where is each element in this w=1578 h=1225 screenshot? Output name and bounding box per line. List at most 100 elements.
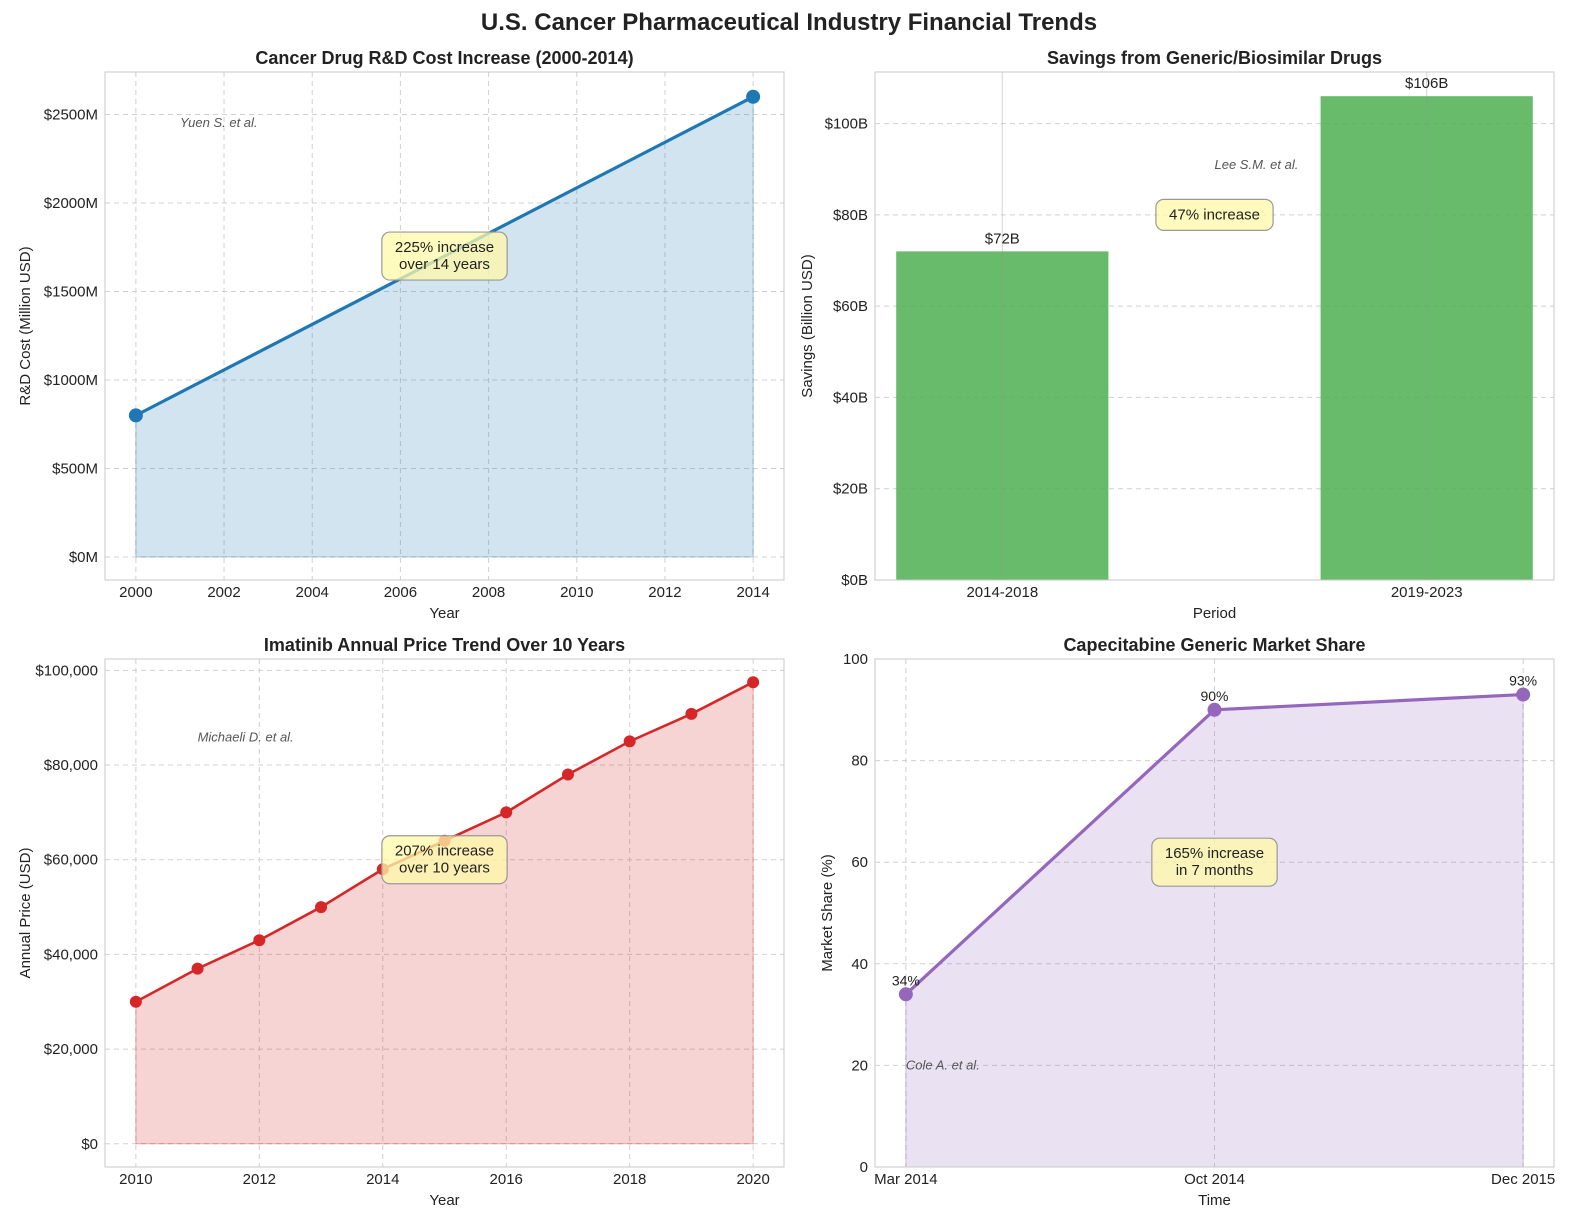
x-tick-label: Dec 2015 — [1491, 1171, 1555, 1188]
y-axis-label: Market Share (%) — [819, 854, 836, 972]
y-tick-label: $0 — [81, 1136, 98, 1153]
figure-title: U.S. Cancer Pharmaceutical Industry Fina… — [481, 9, 1097, 36]
data-point — [128, 408, 143, 423]
y-tick-label: $0M — [69, 549, 98, 566]
panel-rd-cost: Cancer Drug R&D Cost Increase (2000-2014… — [17, 48, 785, 622]
data-point — [129, 995, 142, 1008]
point-value-label: 93% — [1509, 673, 1537, 689]
x-axis-label: Year — [429, 1192, 459, 1209]
annotation-box — [1151, 837, 1278, 887]
annotation-box — [381, 231, 508, 281]
x-tick-label: 2014 — [366, 1171, 399, 1188]
point-value-label: 90% — [1200, 688, 1228, 704]
citation: Yuen S. et al. — [180, 115, 258, 130]
y-tick-label: 100 — [843, 651, 868, 668]
x-tick-label: 2008 — [472, 584, 505, 601]
data-point — [898, 987, 913, 1002]
x-tick-label: 2000 — [119, 584, 152, 601]
annotation-text: 47% increase — [1169, 206, 1260, 223]
annotation-text: 225% increase — [395, 239, 494, 256]
y-tick-label: $40,000 — [44, 946, 98, 963]
x-tick-label: 2014-2018 — [966, 584, 1038, 601]
x-tick-label: 2012 — [243, 1171, 276, 1188]
citation: Lee S.M. et al. — [1215, 157, 1299, 172]
y-tick-label: $60,000 — [44, 852, 98, 869]
y-tick-label: $80B — [833, 207, 868, 224]
x-tick-label: 2019-2023 — [1391, 584, 1463, 601]
y-tick-label: $60B — [833, 298, 868, 315]
data-point — [561, 768, 574, 781]
annotation-text: 207% increase — [395, 843, 494, 860]
x-tick-label: 2012 — [648, 584, 681, 601]
x-tick-label: 2018 — [613, 1171, 646, 1188]
y-tick-label: $2000M — [44, 195, 98, 212]
bar — [1320, 96, 1533, 580]
y-tick-label: 80 — [851, 753, 868, 770]
y-tick-label: $100,000 — [35, 662, 98, 679]
annotation-text: in 7 months — [1176, 862, 1254, 879]
y-tick-label: $100B — [825, 116, 868, 133]
citation: Michaeli D. et al. — [198, 729, 294, 744]
bar — [896, 251, 1109, 580]
x-tick-label: Mar 2014 — [874, 1171, 937, 1188]
y-tick-label: 0 — [860, 1159, 868, 1176]
x-axis-label: Period — [1193, 605, 1236, 622]
data-point — [191, 962, 204, 975]
annotation-box — [381, 835, 508, 885]
data-point — [623, 735, 636, 748]
x-tick-label: 2016 — [490, 1171, 523, 1188]
data-point — [1207, 702, 1222, 717]
panel-imatinib-price: Imatinib Annual Price Trend Over 10 Year… — [17, 635, 785, 1209]
x-tick-label: 2020 — [736, 1171, 769, 1188]
point-value-label: 34% — [892, 972, 920, 988]
plot-area — [105, 659, 784, 1167]
panel-title: Imatinib Annual Price Trend Over 10 Year… — [264, 635, 625, 655]
bar-value-label: $106B — [1405, 75, 1448, 92]
annotation-text: over 10 years — [399, 860, 490, 877]
x-tick-label: 2004 — [296, 584, 329, 601]
panel-title: Cancer Drug R&D Cost Increase (2000-2014… — [255, 48, 633, 68]
y-axis-label: Annual Price (USD) — [17, 848, 34, 979]
y-tick-label: 40 — [851, 956, 868, 973]
data-point — [1516, 687, 1531, 702]
x-tick-label: 2002 — [207, 584, 240, 601]
plot-border — [874, 658, 1555, 1168]
plot-area — [105, 72, 784, 580]
plot-border — [874, 71, 1555, 581]
y-axis-label: R&D Cost (Million USD) — [17, 246, 34, 405]
bar-value-label: $72B — [985, 230, 1020, 247]
x-tick-label: 2010 — [119, 1171, 152, 1188]
x-axis-label: Year — [429, 605, 459, 622]
annotation-text: 165% increase — [1165, 845, 1264, 862]
y-tick-label: $2500M — [44, 106, 98, 123]
y-tick-label: $20B — [833, 481, 868, 498]
y-tick-label: $500M — [52, 460, 98, 477]
x-tick-label: 2014 — [736, 584, 769, 601]
y-tick-label: 60 — [851, 854, 868, 871]
citation: Cole A. et al. — [906, 1057, 980, 1072]
y-axis-label: Savings (Billion USD) — [799, 254, 816, 397]
data-point — [747, 676, 760, 689]
y-tick-label: $80,000 — [44, 757, 98, 774]
y-tick-label: $40B — [833, 389, 868, 406]
data-point — [253, 934, 266, 947]
data-point — [315, 901, 328, 914]
y-tick-label: $1000M — [44, 372, 98, 389]
panel-capecitabine-share: Capecitabine Generic Market Share Time Mar… — [819, 635, 1555, 1209]
data-point — [500, 806, 513, 819]
annotation-text: over 14 years — [399, 256, 490, 273]
x-axis-label: Time — [1198, 1192, 1231, 1209]
x-tick-label: 2010 — [560, 584, 593, 601]
annotation-box — [1155, 198, 1274, 231]
y-tick-label: $20,000 — [44, 1041, 98, 1058]
data-point — [685, 707, 698, 720]
y-tick-label: 20 — [851, 1057, 868, 1074]
plot-border — [104, 658, 785, 1168]
panel-generic-savings: Savings from Generic/Biosimilar Drugs Per… — [799, 48, 1555, 622]
y-tick-label: $1500M — [44, 283, 98, 300]
data-point — [746, 89, 761, 104]
y-tick-label: $0B — [841, 572, 868, 589]
x-tick-label: 2006 — [384, 584, 417, 601]
panel-title: Capecitabine Generic Market Share — [1063, 635, 1365, 655]
